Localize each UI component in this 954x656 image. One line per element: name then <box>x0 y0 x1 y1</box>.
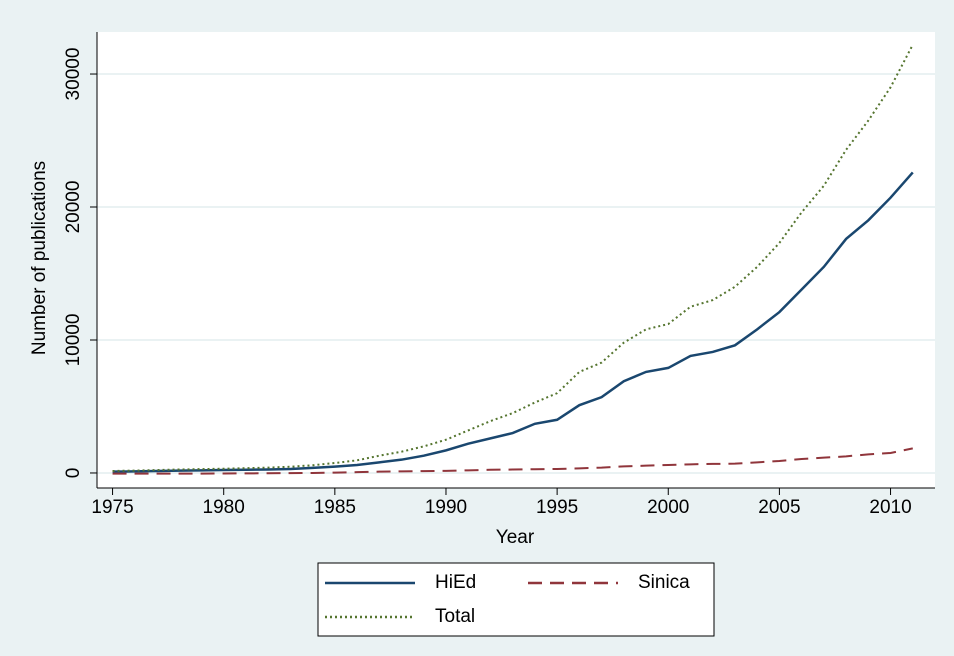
plot-area <box>97 32 935 488</box>
legend-label: Total <box>435 606 475 627</box>
legend-label: HiEd <box>435 572 476 593</box>
y-tick-label: 0 <box>63 468 84 479</box>
x-tick-label: 1995 <box>536 497 578 518</box>
legend <box>317 562 715 637</box>
x-tick-label: 2005 <box>758 497 800 518</box>
series-line <box>112 171 914 473</box>
y-tick-label: 20000 <box>63 181 84 234</box>
x-tick-label: 1990 <box>425 497 467 518</box>
series-line <box>112 447 913 475</box>
y-axis-title: Number of publications <box>29 161 50 355</box>
x-tick-label: 1980 <box>203 497 245 518</box>
y-tick-label: 30000 <box>63 48 84 101</box>
x-axis-title: Year <box>496 527 535 548</box>
y-tick-label: 10000 <box>63 314 84 367</box>
x-tick-label: 2000 <box>647 497 689 518</box>
x-tick-label: 2010 <box>869 497 911 518</box>
x-tick-label: 1985 <box>314 497 356 518</box>
legend-label: Sinica <box>638 572 690 593</box>
x-tick-label: 1975 <box>91 497 133 518</box>
series-line <box>112 44 914 472</box>
